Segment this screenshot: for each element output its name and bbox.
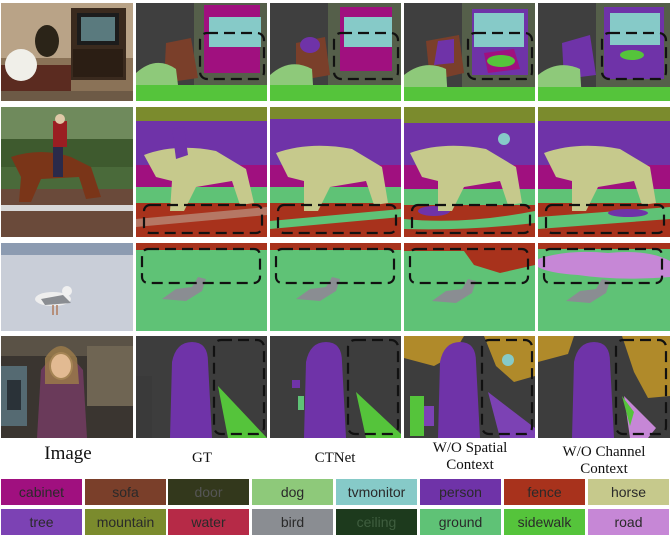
legend-item-ceiling: ceiling — [336, 509, 417, 535]
row2-photo — [1, 107, 133, 237]
row3-ctnet-map — [270, 243, 401, 331]
row4-gt-map — [136, 336, 267, 438]
legend-item-road: road — [588, 509, 669, 535]
column-header-ctnet: CTNet — [314, 450, 356, 466]
row4-ctnet-map — [270, 336, 401, 438]
column-header-wo-spatial-line2: Context — [446, 457, 494, 473]
row1-wo-spatial-map — [404, 3, 535, 101]
column-header-wo-channel-line2: Context — [580, 461, 628, 477]
row2-wo-channel-map — [538, 107, 670, 237]
legend-item-bird: bird — [252, 509, 333, 535]
legend-item-door: door — [168, 479, 249, 505]
legend-item-ground: ground — [420, 509, 501, 535]
row4-photo — [1, 336, 133, 438]
legend-item-cabinet: cabinet — [1, 479, 82, 505]
column-header-wo-channel: W/O Channel Context — [540, 444, 668, 478]
row3-wo-channel-map — [538, 243, 670, 331]
legend-item-sidewalk: sidewalk — [504, 509, 585, 535]
row4-wo-spatial-map — [404, 336, 535, 438]
legend-item-person: person — [420, 479, 501, 505]
column-header-wo-spatial-line1: W/O Spatial — [432, 440, 508, 456]
row2-wo-spatial-map — [404, 107, 535, 237]
row1-photo — [1, 3, 133, 101]
row3-wo-spatial-map — [404, 243, 535, 331]
row3-photo — [1, 243, 133, 331]
row1-wo-channel-map — [538, 3, 670, 101]
legend-item-tvmonitor: tvmonitor — [336, 479, 417, 505]
row4-wo-channel-map — [538, 336, 670, 438]
row1-gt-map — [136, 3, 267, 101]
legend-item-dog: dog — [252, 479, 333, 505]
row2-ctnet-map — [270, 107, 401, 237]
column-header-wo-channel-line1: W/O Channel — [562, 444, 646, 460]
row3-gt-map — [136, 243, 267, 331]
legend-item-fence: fence — [504, 479, 585, 505]
legend-item-horse: horse — [588, 479, 669, 505]
column-header-wo-spatial: W/O Spatial Context — [408, 440, 532, 474]
legend-item-water: water — [168, 509, 249, 535]
legend-item-mountain: mountain — [85, 509, 166, 535]
row1-ctnet-map — [270, 3, 401, 101]
column-header-gt: GT — [192, 450, 212, 466]
row2-gt-map — [136, 107, 267, 237]
legend-item-sofa: sofa — [85, 479, 166, 505]
legend-item-tree: tree — [1, 509, 82, 535]
column-header-image: Image — [44, 443, 92, 464]
